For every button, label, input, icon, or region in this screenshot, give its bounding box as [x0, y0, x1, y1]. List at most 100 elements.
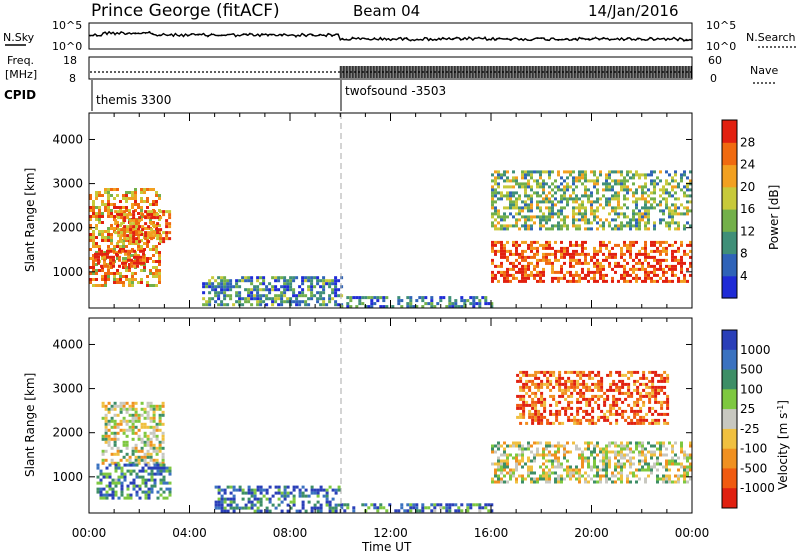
heatmap-cell	[671, 203, 674, 207]
heatmap-cell	[460, 296, 464, 300]
heatmap-cell	[671, 459, 674, 463]
heatmap-cell	[585, 385, 589, 389]
heatmap-cell	[668, 477, 671, 481]
heatmap-cell	[542, 474, 545, 478]
heatmap-cell	[125, 206, 128, 209]
heatmap-cell	[539, 441, 542, 445]
heatmap-cell	[545, 197, 548, 201]
heatmap-cell	[491, 206, 494, 210]
heatmap-cell	[551, 188, 554, 192]
heatmap-cell	[542, 462, 545, 466]
heatmap-cell	[635, 447, 638, 451]
heatmap-cell	[491, 212, 494, 216]
heatmap-cell	[615, 418, 619, 422]
heatmap-cell	[126, 213, 130, 217]
heatmap-cell	[647, 188, 650, 192]
heatmap-cell	[277, 288, 281, 292]
heatmap-cell	[217, 291, 221, 295]
heatmap-cell	[617, 224, 620, 228]
heatmap-cell	[503, 453, 506, 457]
heatmap-cell	[202, 303, 206, 307]
heatmap-cell	[674, 206, 677, 210]
heatmap-cell	[668, 194, 671, 198]
heatmap-cell	[542, 246, 545, 250]
heatmap-cell	[558, 400, 562, 404]
heatmap-cell	[244, 276, 248, 280]
heatmap-cell	[247, 500, 251, 504]
heatmap-cell	[647, 227, 650, 231]
heatmap-cell	[612, 388, 616, 392]
heatmap-cell	[143, 416, 147, 420]
heatmap-cell	[689, 255, 692, 259]
heatmap-cell	[256, 497, 260, 501]
heatmap-cell	[629, 252, 632, 256]
heatmap-cell	[636, 403, 640, 407]
heatmap-cell	[262, 488, 266, 492]
heatmap-cell	[581, 170, 584, 174]
heatmap-cell	[223, 491, 227, 495]
heatmap-cell	[92, 236, 95, 239]
heatmap-cell	[542, 170, 545, 174]
heatmap-cell	[528, 379, 532, 383]
heatmap-cell	[605, 176, 608, 180]
heatmap-cell	[421, 506, 425, 510]
heatmap-cell	[603, 412, 607, 416]
heatmap-cell	[648, 397, 652, 401]
heatmap-cell	[506, 267, 509, 271]
heatmap-cell	[593, 179, 596, 183]
heatmap-cell	[614, 194, 617, 198]
heatmap-cell	[626, 173, 629, 177]
heatmap-cell	[647, 276, 650, 280]
heatmap-cell	[113, 413, 117, 417]
heatmap-cell	[325, 494, 329, 498]
heatmap-cell	[597, 415, 601, 419]
heatmap-cell	[545, 221, 548, 225]
heatmap-cell	[617, 261, 620, 265]
heatmap-cell	[648, 370, 652, 374]
heatmap-cell	[566, 471, 569, 475]
heatmap-cell	[153, 463, 157, 467]
heatmap-cell	[119, 422, 123, 426]
heatmap-cell	[304, 276, 308, 280]
heatmap-cell	[591, 409, 595, 413]
heatmap-cell	[149, 440, 153, 444]
heatmap-cell	[491, 197, 494, 201]
heatmap-cell	[657, 421, 661, 425]
heatmap-cell	[217, 491, 221, 495]
heatmap-cell	[605, 444, 608, 448]
heatmap-cell	[527, 255, 530, 259]
heatmap-cell	[139, 249, 142, 253]
heatmap-cell	[561, 388, 565, 392]
heatmap-cell	[155, 245, 158, 248]
heatmap-cell	[150, 484, 154, 488]
heatmap-cell	[107, 272, 110, 275]
heatmap-cell	[654, 400, 658, 404]
heatmap-cell	[594, 373, 598, 377]
heatmap-cell	[689, 249, 692, 253]
heatmap-cell	[605, 450, 608, 454]
heatmap-cell	[623, 179, 626, 183]
heatmap-cell	[143, 188, 146, 191]
heatmap-cell	[134, 416, 138, 420]
heatmap-cell	[457, 506, 461, 510]
heatmap-cell	[232, 509, 236, 513]
heatmap-cell	[548, 477, 551, 481]
heatmap-cell	[578, 456, 581, 460]
heatmap-cell	[134, 407, 138, 411]
heatmap-cell	[133, 255, 136, 259]
heatmap-cell	[107, 422, 111, 426]
colorbar-tick-label: -1000	[740, 481, 775, 495]
heatmap-cell	[551, 182, 554, 186]
heatmap-cell	[259, 288, 263, 292]
heatmap-cell	[558, 376, 562, 380]
heatmap-cell	[96, 490, 100, 494]
heatmap-cell	[638, 209, 641, 213]
heatmap-cell	[665, 276, 668, 280]
heatmap-cell	[659, 477, 662, 481]
heatmap-cell	[147, 216, 151, 220]
heatmap-cell	[554, 270, 557, 274]
heatmap-cell	[558, 388, 562, 392]
heatmap-cell	[560, 462, 563, 466]
heatmap-cell	[107, 230, 110, 233]
